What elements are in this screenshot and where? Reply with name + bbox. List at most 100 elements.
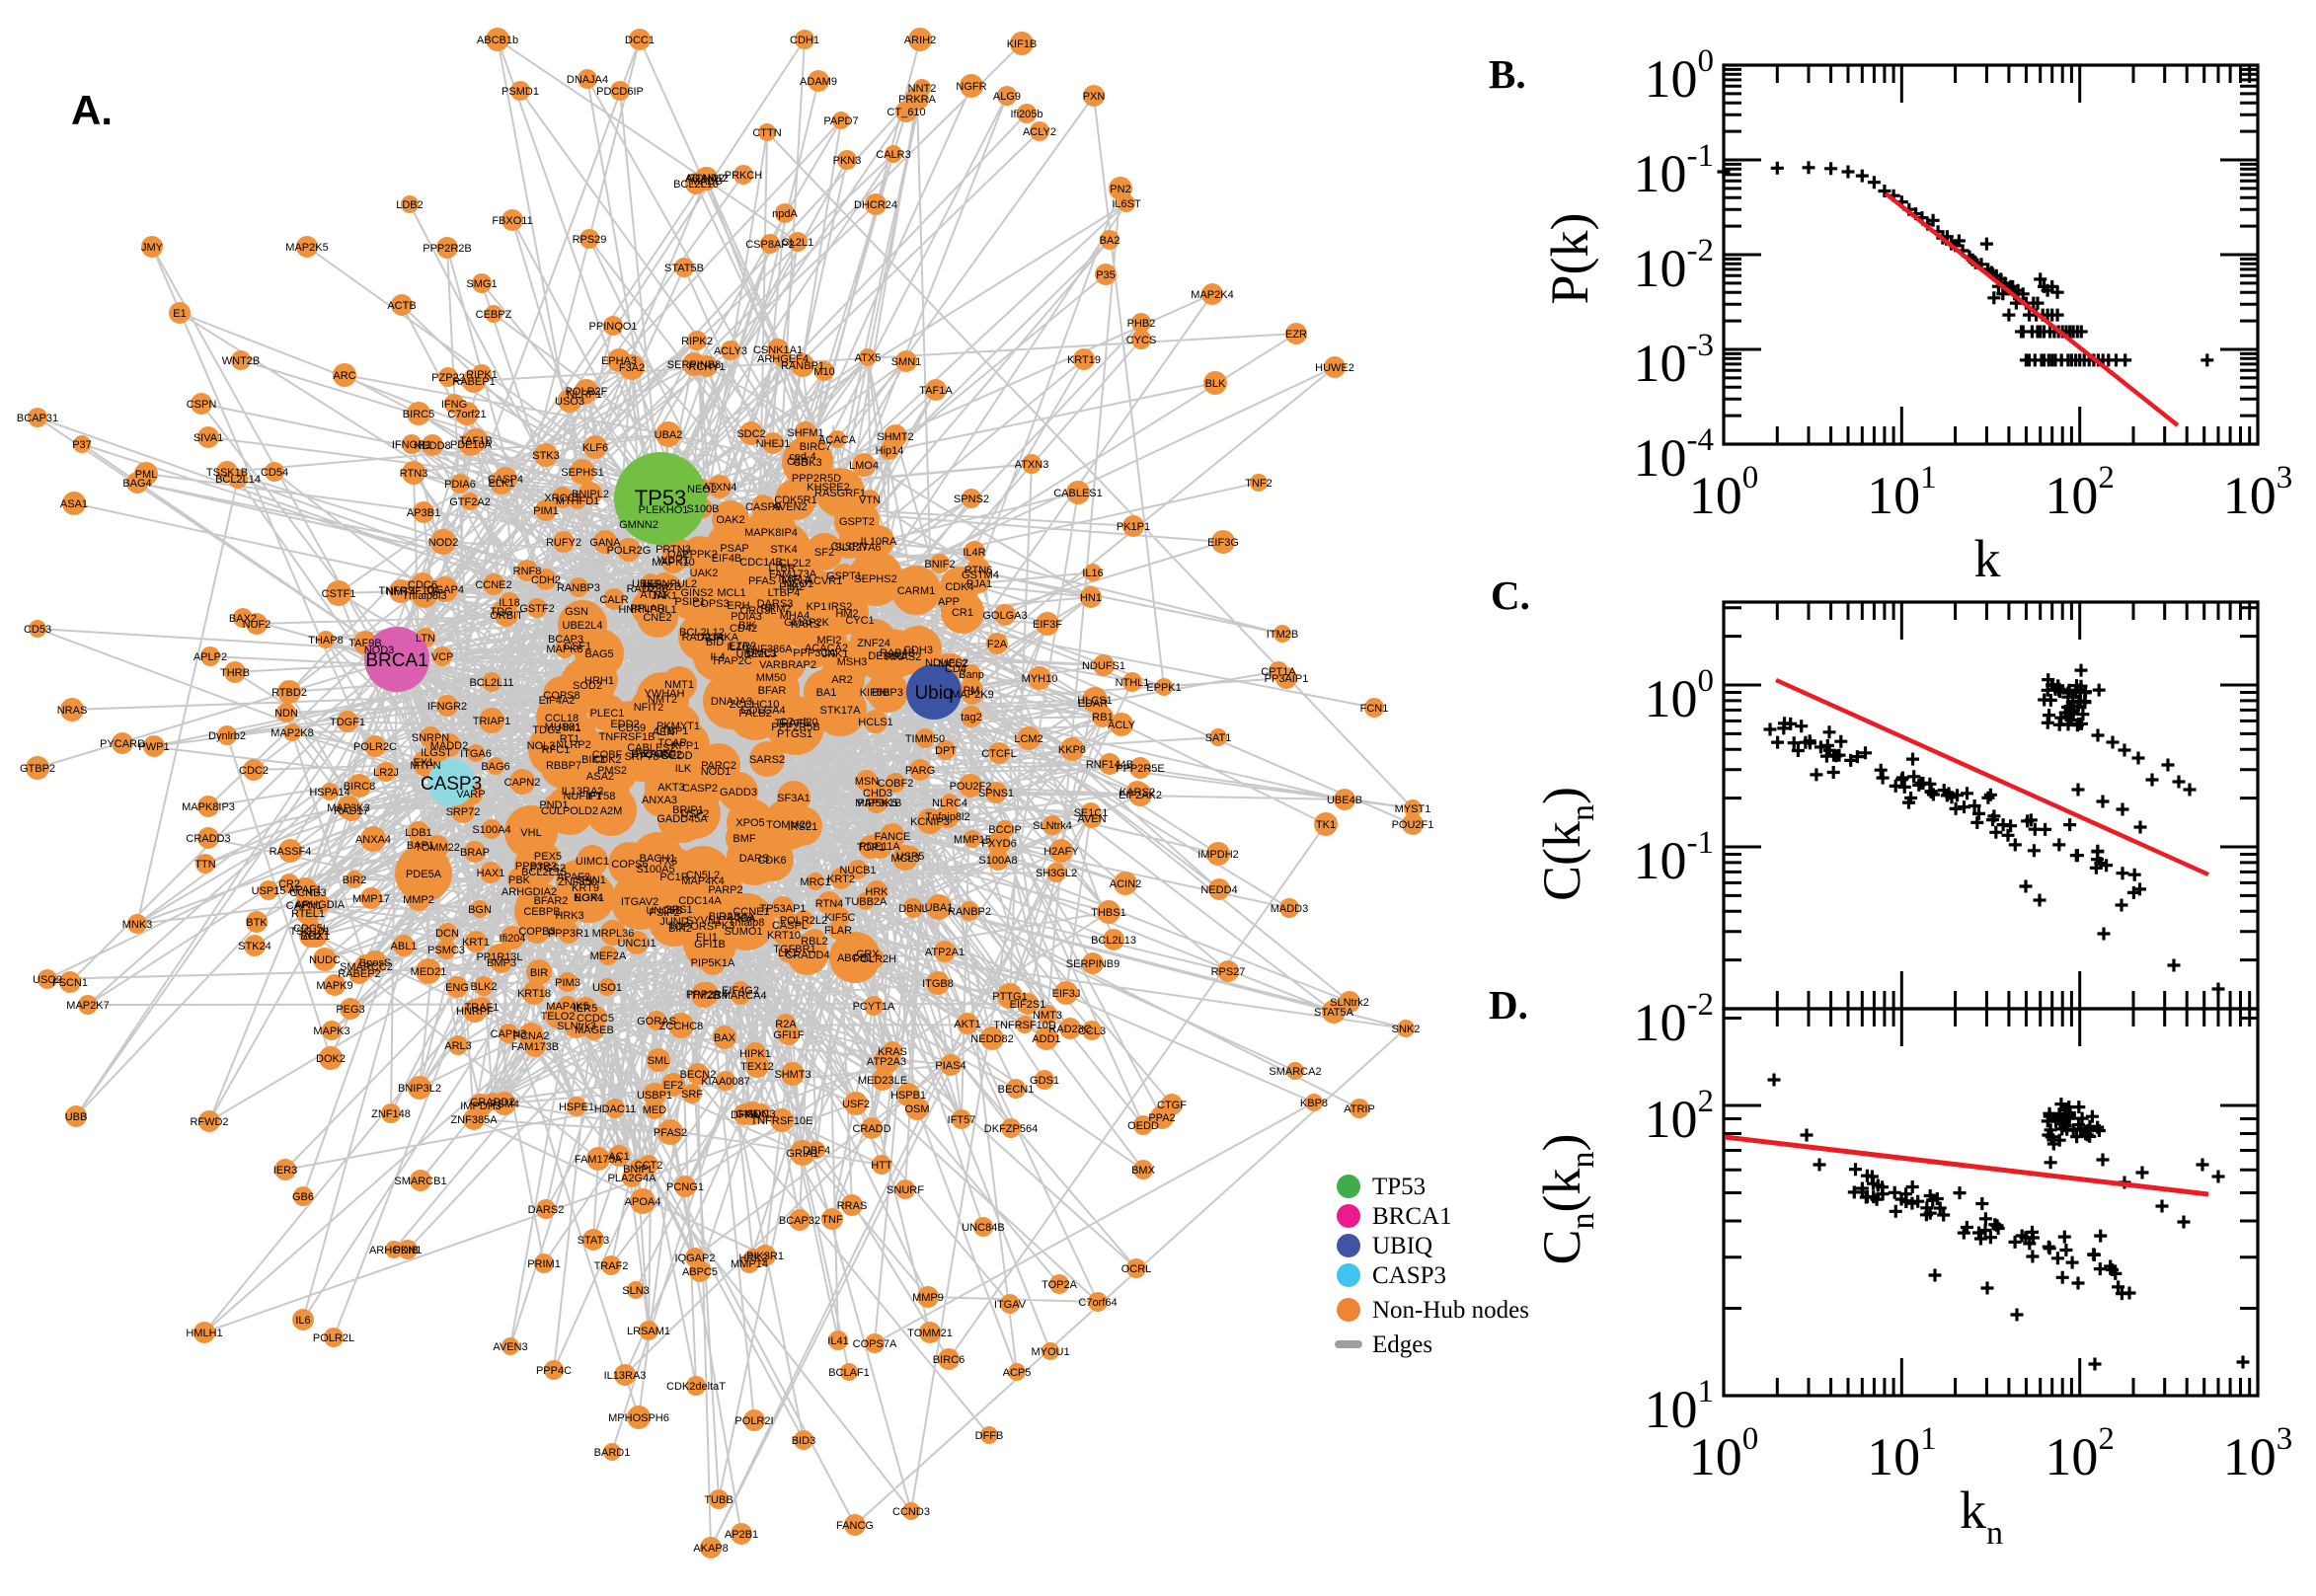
svg-text:GORAS: GORAS xyxy=(637,1016,676,1027)
svg-text:TNFRSF10D: TNFRSF10D xyxy=(993,1020,1056,1031)
svg-text:RBBP7: RBBP7 xyxy=(546,760,581,772)
svg-text:AURKA: AURKA xyxy=(701,632,739,644)
svg-text:STAT5A: STAT5A xyxy=(1314,1007,1354,1019)
svg-text:IL41: IL41 xyxy=(827,1335,848,1347)
svg-text:NEDD8: NEDD8 xyxy=(414,440,450,452)
svg-text:CABLES1: CABLES1 xyxy=(1053,488,1103,499)
svg-text:PIM3: PIM3 xyxy=(555,977,580,989)
svg-text:BFAR: BFAR xyxy=(758,685,787,697)
svg-text:STK24: STK24 xyxy=(238,941,271,952)
svg-text:NNT2: NNT2 xyxy=(908,83,937,95)
svg-text:BCL2L15: BCL2L15 xyxy=(521,867,567,878)
svg-text:NDUFS2: NDUFS2 xyxy=(925,657,968,669)
svg-text:DPT: DPT xyxy=(935,745,957,757)
svg-text:PIP5K1B: PIP5K1B xyxy=(858,798,902,809)
svg-text:SLN3: SLN3 xyxy=(622,1285,650,1297)
svg-text:PDE10A: PDE10A xyxy=(450,439,493,451)
svg-text:SNK2: SNK2 xyxy=(1392,1024,1421,1035)
svg-text:USP2: USP2 xyxy=(681,808,710,820)
svg-text:KARS2: KARS2 xyxy=(1119,787,1155,798)
svg-text:ANXA3: ANXA3 xyxy=(642,795,677,806)
svg-text:MAP4K5: MAP4K5 xyxy=(546,1001,588,1013)
svg-text:ABCB1: ABCB1 xyxy=(837,952,873,964)
svg-text:CDC5L: CDC5L xyxy=(293,923,329,935)
svg-text:FCN1: FCN1 xyxy=(1360,703,1389,715)
svg-text:CDC14A: CDC14A xyxy=(678,895,722,907)
svg-text:PK3: PK3 xyxy=(715,920,735,932)
svg-text:MMP17: MMP17 xyxy=(352,893,390,905)
svg-text:ARHGEF4: ARHGEF4 xyxy=(757,353,809,365)
svg-text:C(kn): C(kn) xyxy=(1532,787,1601,901)
svg-text:C4R: C4R xyxy=(787,456,809,468)
svg-text:COBF: COBF xyxy=(592,749,623,761)
svg-text:CASP3: CASP3 xyxy=(1372,1262,1446,1289)
svg-text:OA2: OA2 xyxy=(667,549,689,561)
svg-text:MAP2K5: MAP2K5 xyxy=(285,242,328,254)
svg-text:IER5: IER5 xyxy=(574,1003,597,1015)
svg-text:TAF9B: TAF9B xyxy=(348,638,381,649)
svg-text:AP3B1: AP3B1 xyxy=(407,507,440,519)
svg-text:NRAS: NRAS xyxy=(57,705,88,717)
svg-text:GSN: GSN xyxy=(565,606,588,618)
svg-text:NFIT2: NFIT2 xyxy=(634,702,664,714)
svg-text:CR2: CR2 xyxy=(278,878,300,890)
svg-text:SF2: SF2 xyxy=(814,547,834,559)
svg-text:CSNK1A1: CSNK1A1 xyxy=(753,344,803,356)
svg-text:BposS: BposS xyxy=(359,957,391,969)
svg-text:BIK: BIK xyxy=(738,620,756,632)
svg-text:GTF2A2: GTF2A2 xyxy=(449,496,491,508)
svg-text:ATXN3: ATXN3 xyxy=(1015,459,1049,471)
svg-text:TRAF1: TRAF1 xyxy=(465,1002,500,1014)
svg-text:RPP1: RPP1 xyxy=(671,740,700,752)
svg-text:POLR2C: POLR2C xyxy=(353,741,397,753)
svg-text:CRADD2: CRADD2 xyxy=(470,1097,514,1108)
svg-text:TTN: TTN xyxy=(194,859,215,871)
svg-text:DARS: DARS xyxy=(739,853,770,865)
svg-text:PML: PML xyxy=(135,469,158,481)
svg-text:CAPN2: CAPN2 xyxy=(504,777,541,789)
svg-text:FLI1: FLI1 xyxy=(696,932,718,944)
svg-text:RUFY2: RUFY2 xyxy=(546,537,581,549)
svg-text:ATP2A1: ATP2A1 xyxy=(925,947,965,958)
svg-text:NOD1: NOD1 xyxy=(701,766,732,778)
svg-text:PDIA6: PDIA6 xyxy=(444,479,476,491)
svg-text:CASP9: CASP9 xyxy=(745,501,781,513)
svg-text:NEDD4: NEDD4 xyxy=(1200,884,1237,896)
svg-text:GMAP2K: GMAP2K xyxy=(784,617,830,629)
svg-text:ATX5: ATX5 xyxy=(855,352,882,364)
svg-text:RPS29: RPS29 xyxy=(573,234,607,246)
svg-text:MAPK9: MAPK9 xyxy=(316,980,352,992)
svg-text:TK1: TK1 xyxy=(1316,819,1336,831)
svg-text:BRIP1: BRIP1 xyxy=(672,804,704,816)
svg-text:CCND2: CCND2 xyxy=(687,173,725,185)
svg-text:PP3AIP1: PP3AIP1 xyxy=(1265,673,1309,685)
svg-text:HM2: HM2 xyxy=(835,608,858,620)
svg-text:ACACA2: ACACA2 xyxy=(805,643,848,654)
svg-text:BNIP3: BNIP3 xyxy=(872,687,903,699)
svg-text:DFFB: DFFB xyxy=(975,1430,1004,1442)
svg-text:STK17A: STK17A xyxy=(820,705,862,717)
svg-text:IQGAP2: IQGAP2 xyxy=(675,1253,716,1264)
svg-text:POLR2F: POLR2F xyxy=(566,386,608,398)
svg-text:RTN6: RTN6 xyxy=(965,565,993,576)
svg-text:RCHY1: RCHY1 xyxy=(688,361,725,373)
svg-text:TIMM50: TIMM50 xyxy=(905,733,945,745)
svg-text:JUND: JUND xyxy=(659,916,688,928)
svg-text:PMS2: PMS2 xyxy=(597,765,627,777)
svg-text:DKFZP564: DKFZP564 xyxy=(984,1123,1038,1135)
svg-text:TOP1: TOP1 xyxy=(857,842,886,854)
svg-text:EPPK1: EPPK1 xyxy=(1146,682,1181,694)
svg-text:BID: BID xyxy=(706,637,724,648)
svg-text:CSF1: CSF1 xyxy=(564,641,591,652)
svg-text:PIM2: PIM2 xyxy=(779,581,805,593)
svg-text:PPP3CA: PPP3CA xyxy=(793,647,836,659)
svg-text:MCL3: MCL3 xyxy=(890,853,919,865)
svg-text:ITGA6: ITGA6 xyxy=(460,748,492,760)
svg-text:P35: P35 xyxy=(1096,269,1116,281)
svg-text:BRCA1: BRCA1 xyxy=(365,650,427,671)
svg-text:CASP2: CASP2 xyxy=(682,783,718,795)
svg-text:ARHGDIB: ARHGDIB xyxy=(369,1245,419,1256)
svg-text:FAM175A: FAM175A xyxy=(575,1154,623,1166)
svg-text:SOD2: SOD2 xyxy=(573,680,602,692)
svg-text:CD53: CD53 xyxy=(24,624,51,636)
